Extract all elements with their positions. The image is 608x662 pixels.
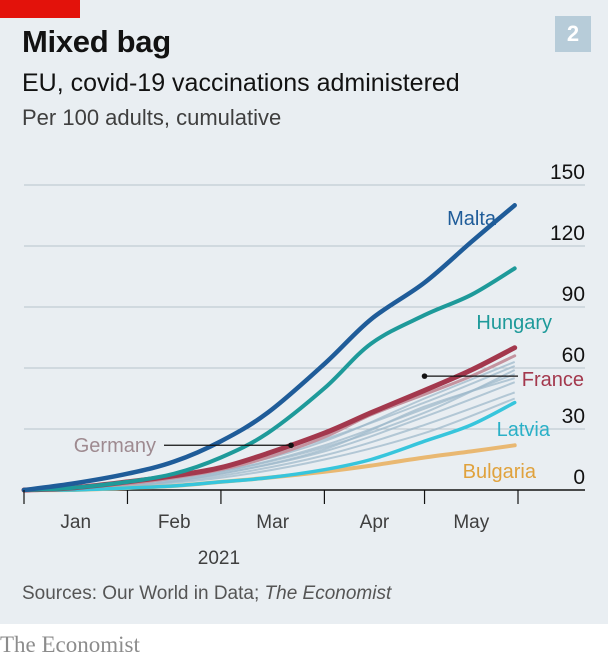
brand-red-tag <box>0 0 80 18</box>
chart-card: Mixed bag 2 EU, covid-19 vaccinations ad… <box>0 0 608 624</box>
x-tick-label-feb: Feb <box>158 512 191 533</box>
annotation-dot-france <box>421 373 428 379</box>
x-tick-label-mar: Mar <box>256 512 289 533</box>
series-label-bulgaria: Bulgaria <box>463 461 537 483</box>
series-label-malta: Malta <box>447 208 497 230</box>
series-line-latvia <box>22 400 517 492</box>
x-tick-label-apr: Apr <box>360 512 390 533</box>
highlighted-country-lines <box>21 203 518 493</box>
series-label-latvia: Latvia <box>497 419 551 441</box>
series-line-malta <box>21 203 517 493</box>
y-tick-label-90: 90 <box>562 283 585 306</box>
economist-brand: The Economist <box>0 632 140 657</box>
y-tick-label-150: 150 <box>550 161 585 184</box>
x-tick-label-jan: Jan <box>60 512 91 533</box>
x-axis: Jan Feb Mar Apr May 2021 <box>23 490 519 569</box>
x-tick-label-may: May <box>453 512 489 533</box>
series-label-hungary: Hungary <box>476 312 552 334</box>
chart-units: Per 100 adults, cumulative <box>22 105 282 130</box>
series-labels: Malta Hungary France Germany Latvia Bulgaria <box>74 208 584 483</box>
y-tick-label-120: 120 <box>550 222 585 245</box>
series-label-germany: Germany <box>74 435 156 457</box>
chart-subtitle: EU, covid-19 vaccinations administered <box>22 69 460 97</box>
y-tick-label-0: 0 <box>573 466 585 489</box>
chart-source: Sources: Our World in Data; The Economis… <box>22 583 391 605</box>
series-label-france: France <box>522 369 584 391</box>
line-chart: 0 30 60 90 120 150 Jan Feb Mar Apr May 2021 Malta H… <box>21 161 585 569</box>
series-line-hungary <box>22 266 517 492</box>
source-publication: The Economist <box>264 583 392 604</box>
annotation-dot-germany <box>288 442 294 449</box>
annotations <box>164 373 518 449</box>
chart-title: Mixed bag <box>22 24 171 59</box>
source-text: Sources: Our World in Data; <box>22 583 265 604</box>
y-tick-label-30: 30 <box>562 405 585 428</box>
y-tick-label-60: 60 <box>562 344 585 367</box>
x-axis-year-label: 2021 <box>198 548 240 569</box>
y-axis-ticks: 0 30 60 90 120 150 <box>550 161 585 489</box>
chart-number-badge: 2 <box>555 16 591 52</box>
